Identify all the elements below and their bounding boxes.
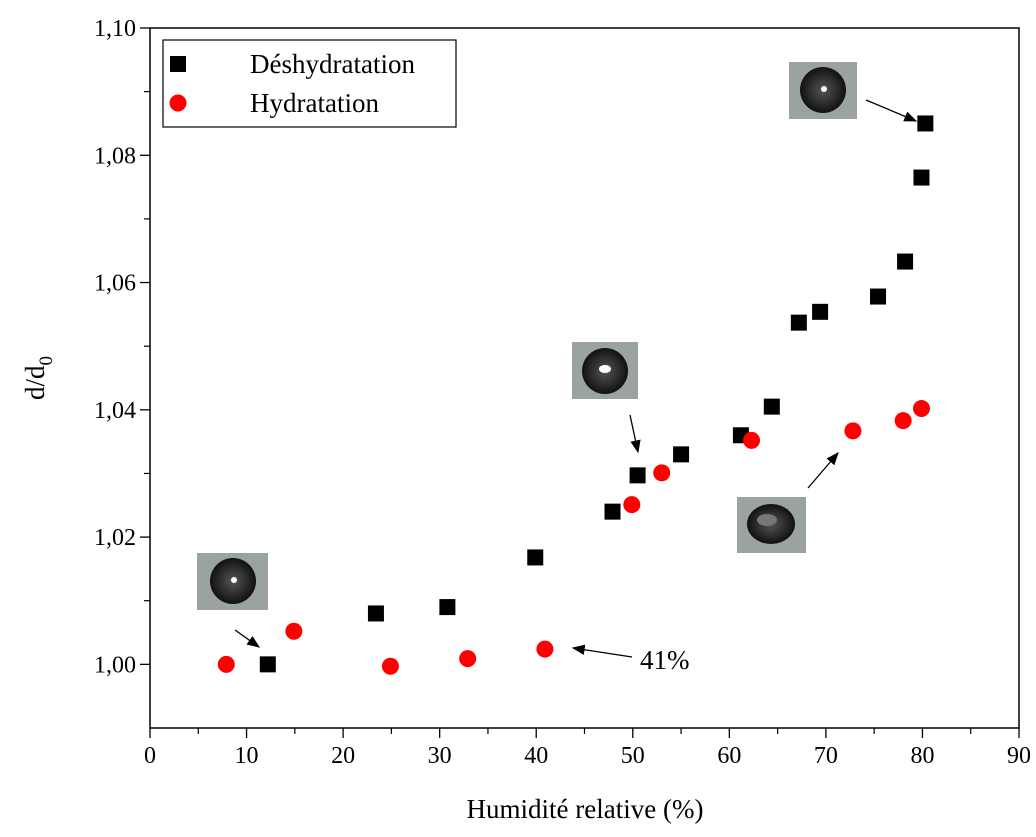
y-axis-title-text: d/d: [20, 365, 50, 400]
legend-marker: [170, 56, 186, 72]
data-point: [870, 288, 887, 305]
data-point: [897, 253, 914, 270]
data-point: [653, 464, 671, 482]
data-point: [629, 467, 646, 484]
x-tick-label: 70: [814, 743, 838, 769]
x-tick-label: 60: [717, 743, 741, 769]
inset-image: [737, 497, 806, 553]
x-tick-label: 40: [524, 743, 548, 769]
data-point: [381, 657, 399, 675]
data-point: [812, 303, 829, 320]
y-axis-title: d/d0: [20, 356, 57, 400]
inset-image: [197, 553, 268, 610]
data-point: [367, 605, 384, 622]
y-tick-label: 1,06: [94, 271, 136, 297]
data-point: [604, 503, 621, 520]
data-point: [536, 640, 554, 658]
y-tick-label: 1,08: [94, 143, 136, 169]
data-point: [844, 422, 862, 440]
x-axis-title: Humidité relative (%): [467, 794, 704, 824]
data-point: [623, 496, 641, 514]
legend: [162, 39, 457, 128]
x-tick-label: 80: [910, 743, 934, 769]
data-point: [259, 656, 276, 673]
data-point: [459, 650, 477, 668]
inset-image: [572, 342, 638, 399]
data-point: [790, 314, 807, 331]
data-point: [912, 400, 930, 418]
data-point: [743, 431, 761, 449]
x-tick-label: 10: [235, 743, 259, 769]
data-point: [913, 169, 930, 186]
data-point: [527, 549, 544, 566]
inset-image: [789, 62, 857, 119]
y-tick-label: 1,02: [94, 525, 136, 551]
arrows: [234, 99, 918, 658]
annotation: 41%: [640, 645, 690, 675]
y-axis-title-subscript: 0: [36, 356, 57, 366]
data-point: [917, 115, 934, 132]
legend-marker: [169, 94, 187, 112]
y-tick-label: 1,04: [94, 398, 136, 424]
y-tick-label: 1,10: [94, 16, 136, 42]
data-point: [894, 412, 912, 430]
x-tick-label: 30: [428, 743, 452, 769]
x-tick-label: 20: [331, 743, 355, 769]
data-point: [217, 655, 235, 673]
data-point: [439, 599, 456, 616]
x-tick-label: 90: [1007, 743, 1031, 769]
data-point: [285, 622, 303, 640]
x-tick-label: 50: [621, 743, 645, 769]
legend-label: Déshydratation: [250, 49, 415, 79]
data-point: [673, 446, 690, 463]
x-tick-label: 0: [144, 743, 156, 769]
y-tick-label: 1,00: [94, 652, 136, 678]
data-point: [763, 398, 780, 415]
legend-label: Hydratation: [250, 88, 379, 118]
